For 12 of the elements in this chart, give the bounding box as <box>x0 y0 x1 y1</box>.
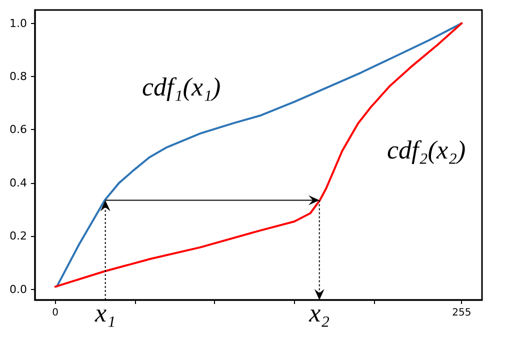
x-tick-label: 0 <box>52 308 59 318</box>
annotation: cdf₂(x₂) <box>387 136 466 164</box>
annotation: x₁ <box>94 298 116 328</box>
y-tick-label: 0.0 <box>10 282 27 296</box>
y-tick-label: 1.0 <box>10 16 27 30</box>
x-tick-label: 255 <box>452 308 472 318</box>
y-tick-label: 0.6 <box>10 123 27 136</box>
y-tick-label: 0.4 <box>10 176 27 190</box>
annotation: cdf₁(x₁) <box>142 72 221 102</box>
y-tick-label: 0.8 <box>10 70 27 84</box>
y-tick-label: 0.2 <box>10 230 27 243</box>
annotation: x₂ <box>308 298 330 328</box>
